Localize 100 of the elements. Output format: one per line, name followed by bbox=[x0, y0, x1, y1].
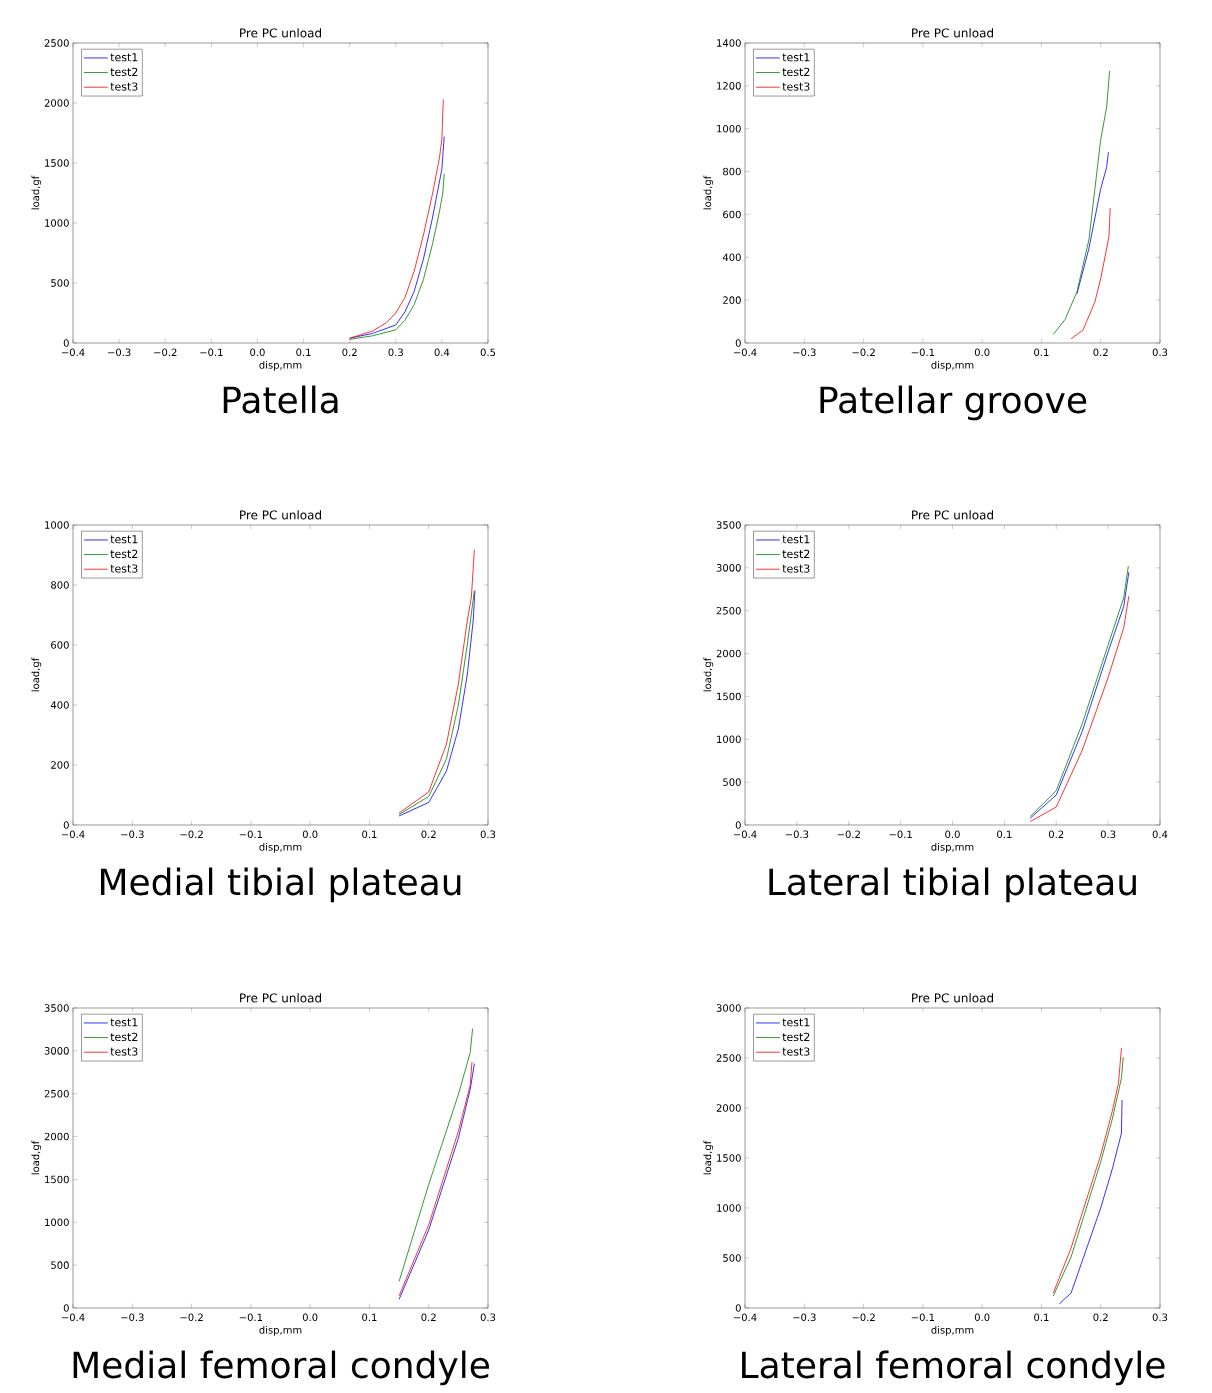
y-axis-title: load,gf bbox=[31, 657, 42, 692]
line-series bbox=[398, 1028, 473, 1282]
y-axis-title: load,gf bbox=[31, 1140, 42, 1175]
x-tick-label: −0.2 bbox=[837, 830, 860, 839]
y-tick-label: 1400 bbox=[717, 39, 741, 47]
x-tick-label: −0.4 bbox=[733, 830, 757, 839]
y-tick-label: 2000 bbox=[716, 649, 741, 658]
y-tick-label: 1000 bbox=[45, 521, 69, 529]
y-tick-label: 1000 bbox=[45, 219, 69, 227]
x-tick-label: 0.3 bbox=[1100, 830, 1116, 839]
x-tick-label: 0.1 bbox=[362, 830, 377, 839]
legend-label: test3 bbox=[110, 82, 138, 91]
y-tick-label: 3000 bbox=[716, 564, 741, 572]
x-tick-label: 0.4 bbox=[434, 348, 450, 357]
legend-label: test1 bbox=[110, 535, 138, 544]
y-tick-label: 2000 bbox=[44, 99, 69, 107]
legend-label: test2 bbox=[782, 67, 810, 77]
x-tick-label: 0.2 bbox=[1048, 830, 1064, 839]
x-tick-label: −0.1 bbox=[239, 1313, 263, 1322]
x-tick-label: −0.4 bbox=[61, 348, 85, 357]
y-tick-label: 3500 bbox=[44, 1004, 69, 1012]
x-tick-label: 0.4 bbox=[1152, 830, 1168, 839]
y-tick-label: 0 bbox=[63, 821, 69, 829]
x-tick-label: −0.1 bbox=[200, 348, 223, 357]
x-tick-label: −0.3 bbox=[793, 1313, 816, 1322]
line-series bbox=[398, 549, 475, 814]
y-tick-label: 1500 bbox=[45, 1175, 69, 1184]
legend-label: test1 bbox=[782, 1018, 810, 1027]
y-tick-label: 2500 bbox=[716, 606, 741, 615]
x-tick-label: 0.3 bbox=[1152, 348, 1168, 357]
x-tick-label: 0.1 bbox=[296, 348, 311, 357]
chart-title: Pre PC unload bbox=[912, 28, 993, 38]
y-tick-label: 1000 bbox=[717, 1204, 741, 1212]
y-tick-label: 400 bbox=[50, 701, 69, 709]
y-axis-title: load,gf bbox=[703, 175, 714, 210]
x-tick-label: 0.1 bbox=[1034, 348, 1049, 357]
legend-label: test2 bbox=[782, 1032, 810, 1042]
legend-label: test1 bbox=[110, 53, 138, 62]
legend-label: test2 bbox=[110, 549, 138, 559]
y-tick-label: 800 bbox=[723, 167, 741, 176]
line-series bbox=[1070, 207, 1111, 340]
x-tick-label: 0.0 bbox=[974, 1313, 990, 1322]
x-tick-label: 0.0 bbox=[302, 1313, 318, 1322]
x-tick-label: −0.4 bbox=[733, 348, 757, 357]
y-tick-label: 600 bbox=[723, 210, 741, 219]
y-tick-label: 3500 bbox=[716, 521, 741, 529]
legend-label: test2 bbox=[110, 67, 138, 77]
y-tick-label: 2500 bbox=[716, 1054, 741, 1062]
text: Lateral femoral condyle bbox=[742, 1350, 1165, 1386]
x-tick-label: 0.3 bbox=[480, 830, 496, 839]
y-tick-label: 1000 bbox=[45, 1218, 69, 1227]
x-tick-label: −0.4 bbox=[61, 830, 85, 839]
legend-label: test2 bbox=[110, 1032, 138, 1042]
x-tick-label: 0.2 bbox=[421, 1313, 436, 1322]
line-series bbox=[349, 99, 444, 339]
x-tick-label: −0.2 bbox=[180, 1313, 203, 1322]
y-tick-label: 1500 bbox=[717, 1154, 741, 1162]
y-tick-label: 3000 bbox=[716, 1004, 741, 1012]
legend-label: test3 bbox=[782, 82, 810, 91]
y-axis-title: load,gf bbox=[703, 1140, 714, 1175]
legend-label: test3 bbox=[782, 564, 810, 573]
x-tick-label: 0.3 bbox=[480, 1313, 496, 1322]
x-tick-label: 0.1 bbox=[997, 830, 1012, 839]
legend-label: test2 bbox=[782, 549, 810, 559]
x-tick-label: −0.4 bbox=[61, 1313, 85, 1322]
y-tick-label: 2500 bbox=[44, 1089, 69, 1098]
x-tick-label: 0.3 bbox=[1152, 1313, 1168, 1322]
x-tick-label: −0.3 bbox=[121, 1313, 144, 1322]
chart-title: Pre PC unload bbox=[912, 510, 993, 520]
text: Medial femoral condyle bbox=[73, 1350, 489, 1386]
y-tick-label: 0 bbox=[735, 821, 741, 829]
legend-label: test1 bbox=[782, 53, 810, 62]
chart-title: Pre PC unload bbox=[912, 993, 993, 1003]
chart-title: Pre PC unload bbox=[240, 28, 321, 38]
x-tick-label: 0.2 bbox=[1093, 348, 1108, 357]
legend-label: test3 bbox=[782, 1047, 810, 1056]
text: Patellar groove bbox=[820, 385, 1087, 421]
line-series bbox=[1076, 151, 1109, 295]
x-axis-title: disp,mm bbox=[931, 1325, 974, 1336]
x-tick-label: 0.2 bbox=[342, 348, 357, 357]
x-tick-label: −0.3 bbox=[793, 348, 816, 357]
y-tick-label: 0 bbox=[63, 1304, 69, 1312]
line-series bbox=[349, 173, 445, 340]
chart-title: Pre PC unload bbox=[240, 993, 321, 1003]
x-tick-label: 0.0 bbox=[250, 348, 265, 357]
x-tick-label: 0.0 bbox=[974, 348, 990, 357]
legend-label: test1 bbox=[110, 1018, 138, 1027]
x-tick-label: −0.3 bbox=[108, 348, 131, 357]
y-tick-label: 1200 bbox=[717, 82, 741, 90]
y-tick-label: 800 bbox=[51, 581, 69, 589]
x-tick-label: −0.3 bbox=[785, 830, 809, 839]
x-tick-label: 0.1 bbox=[362, 1313, 377, 1322]
chart-title: Pre PC unload bbox=[240, 510, 321, 520]
legend-label: test3 bbox=[110, 1047, 138, 1056]
x-tick-label: 0.0 bbox=[945, 830, 960, 839]
y-axis-title: load,gf bbox=[31, 175, 42, 210]
y-tick-label: 3000 bbox=[44, 1047, 69, 1055]
y-tick-label: 1000 bbox=[717, 124, 741, 133]
x-tick-label: −0.1 bbox=[911, 1313, 935, 1322]
x-axis-title: disp,mm bbox=[259, 1325, 302, 1336]
